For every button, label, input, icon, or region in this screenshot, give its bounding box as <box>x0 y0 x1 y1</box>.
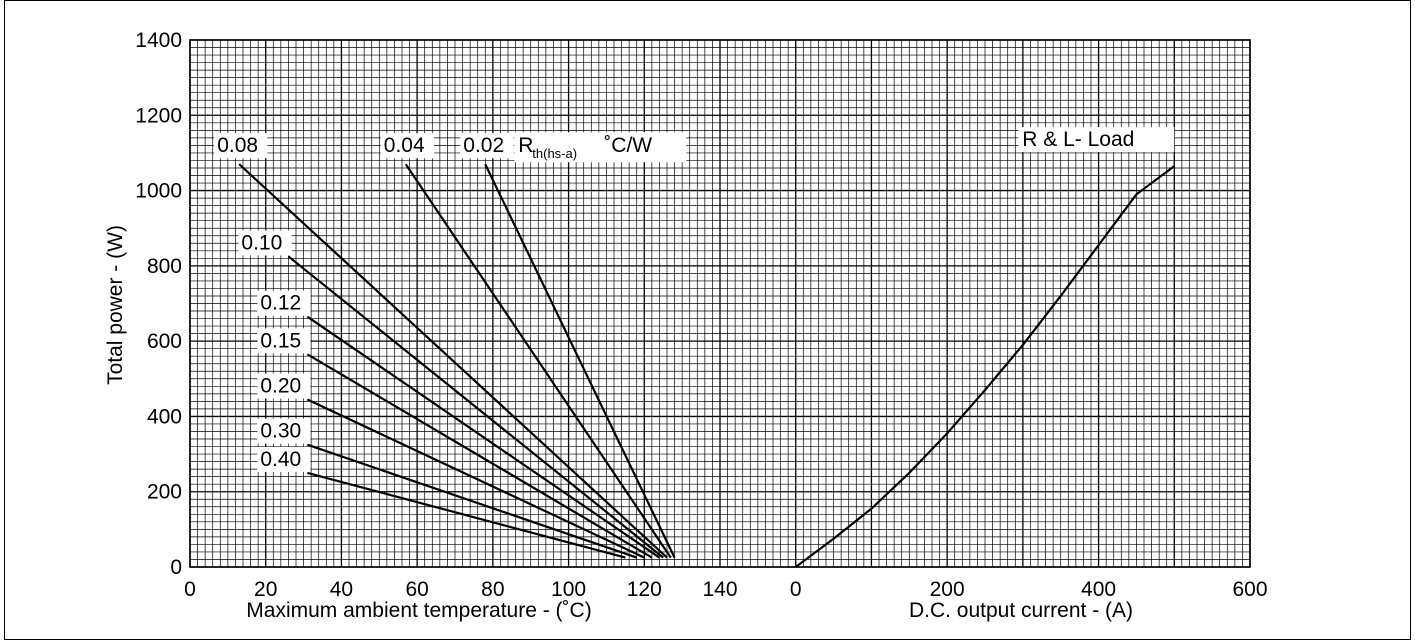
series-label-0.02-bg <box>460 133 514 159</box>
rth-unit-prefix: R <box>518 134 533 157</box>
series-label-0.10-bg <box>238 230 292 256</box>
y-tick-label: 800 <box>147 255 182 278</box>
series-label-0.04-bg <box>380 133 434 159</box>
x-tick-label-current: 600 <box>1232 578 1267 601</box>
x-axis-label-current: D.C. output current - (A) <box>909 599 1133 622</box>
series-line-0.40 <box>307 471 626 559</box>
x-tick-label-temperature: 60 <box>405 578 428 601</box>
series-line-0.04 <box>404 163 672 559</box>
y-tick-label: 600 <box>147 330 182 353</box>
x-tick-label-current: 400 <box>1081 578 1116 601</box>
rth-unit-bg <box>514 132 687 163</box>
series-label-0.30-bg <box>257 418 311 444</box>
x-axis-label-temperature: Maximum ambient temperature - (˚C) <box>246 599 591 622</box>
series-line-0.02 <box>484 163 676 559</box>
y-tick-label: 0 <box>170 556 182 579</box>
load-label-bg <box>1018 127 1175 153</box>
series-label-0.12: 0.12 <box>260 292 301 315</box>
series-label-0.20: 0.20 <box>260 374 301 397</box>
series-label-0.20-bg <box>257 373 311 399</box>
series-label-load: R & L- Load <box>1022 128 1134 151</box>
y-tick-label: 1400 <box>135 29 182 52</box>
y-tick-label: 400 <box>147 405 182 428</box>
series-line-0.15 <box>306 353 653 559</box>
x-tick-label-temperature: 40 <box>330 578 353 601</box>
x-tick-label-current: 200 <box>930 578 965 601</box>
series-label-0.15: 0.15 <box>260 329 301 352</box>
chart-frame <box>4 0 1411 640</box>
series-label-0.30: 0.30 <box>260 420 301 443</box>
series-label-0.08: 0.08 <box>217 134 258 157</box>
series-line-0.08 <box>238 163 668 559</box>
series-lines <box>238 163 1175 568</box>
x-tick-label-temperature: 120 <box>627 578 662 601</box>
y-tick-label: 1000 <box>135 180 182 203</box>
x-tick-label-temperature: 0 <box>184 578 196 601</box>
series-label-0.10: 0.10 <box>241 231 282 254</box>
y-tick-label: 1200 <box>135 104 182 127</box>
series-label-0.40: 0.40 <box>260 448 301 471</box>
y-tick-label: 200 <box>147 481 182 504</box>
series-label-0.08-bg <box>214 133 268 159</box>
series-label-0.40-bg <box>257 446 311 472</box>
series-label-0.04: 0.04 <box>384 134 425 157</box>
x-tick-label-temperature: 100 <box>551 578 586 601</box>
plot-border <box>189 39 1251 568</box>
series-line-0.30 <box>307 443 638 559</box>
series-label-0.02: 0.02 <box>463 134 504 157</box>
series-label-0.12-bg <box>257 290 311 316</box>
series-line-0.20 <box>306 398 645 559</box>
rth-unit-subscript: th(hs-a) <box>532 146 577 161</box>
rth-unit-suffix: ˚C/W <box>604 134 652 157</box>
series-line-0.12 <box>306 315 661 559</box>
series-label-0.15-bg <box>257 328 311 354</box>
series-line-load <box>795 165 1175 568</box>
y-axis-label: Total power - (W) <box>104 225 127 385</box>
series-labels: 0.02 0.04 0.08 0.10 0.12 0.15 0.20 0.30 0.40 Rth(… <box>214 127 1175 472</box>
x-tick-label-current: 0 <box>790 578 802 601</box>
series-line-0.10 <box>287 255 664 559</box>
x-tick-label-temperature: 20 <box>254 578 277 601</box>
x-tick-label-temperature: 80 <box>481 578 504 601</box>
plot-grid <box>189 39 1251 568</box>
x-tick-label-temperature: 140 <box>702 578 737 601</box>
